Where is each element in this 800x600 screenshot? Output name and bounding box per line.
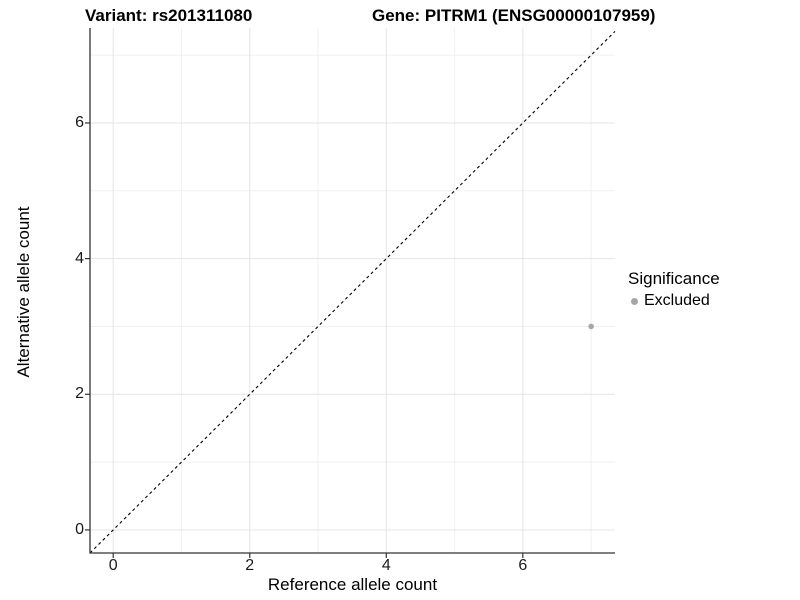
- y-tick-label: 0: [75, 520, 84, 538]
- legend-entry-excluded: Excluded: [628, 292, 720, 310]
- y-tick-label: 6: [75, 113, 84, 131]
- y-tick-label: 2: [75, 385, 84, 403]
- legend: Significance Excluded: [628, 269, 720, 310]
- identity-line: [89, 31, 616, 554]
- plot-title-variant: Variant: rs201311080: [85, 6, 253, 25]
- plot-title-gene: Gene: PITRM1 (ENSG00000107959): [372, 6, 656, 25]
- x-axis-title: Reference allele count: [267, 575, 438, 594]
- legend-title: Significance: [628, 269, 720, 288]
- legend-point-icon: [631, 297, 638, 305]
- x-tick-label: 0: [108, 557, 118, 574]
- x-tick-label: 6: [518, 557, 528, 574]
- y-axis-title: Alternative allele count: [14, 206, 33, 378]
- data-point[interactable]: [588, 323, 594, 330]
- legend-entry-label: Excluded: [644, 292, 710, 309]
- x-tick-label: 4: [381, 557, 391, 574]
- y-tick-label: 4: [75, 249, 84, 267]
- x-tick-label: 2: [245, 557, 255, 574]
